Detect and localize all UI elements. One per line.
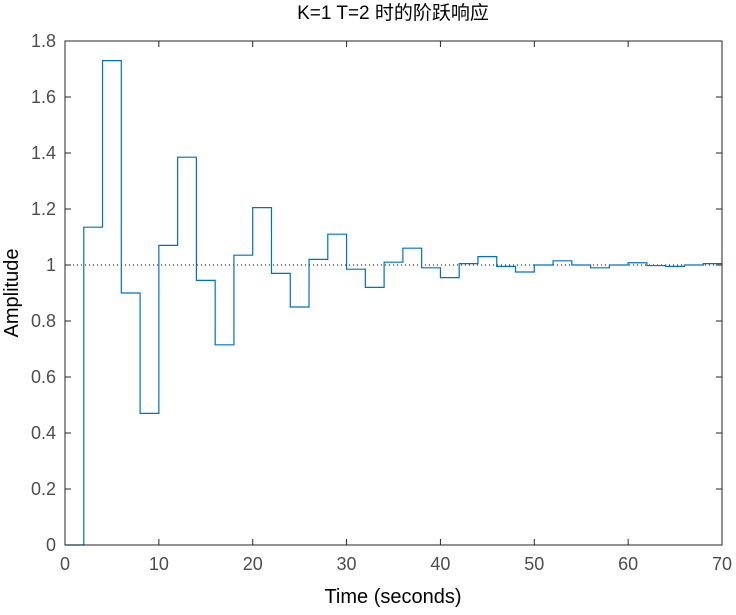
x-tick-label: 0 (60, 554, 70, 574)
tick-group: 0 10 20 30 40 50 60 70 0 0.2 0.4 0.6 0.8 1 1.2 1.4 1.6 1.… (31, 31, 732, 574)
x-tick-label: 20 (243, 554, 263, 574)
y-tick-label: 1.6 (31, 87, 56, 107)
series-line (65, 60, 722, 546)
x-axis-label: Time (seconds) (324, 586, 461, 608)
y-axis-label: Amplitude (1, 249, 23, 338)
y-tick-label: 1.2 (31, 199, 56, 219)
x-tick-label: 40 (430, 554, 450, 574)
series-group (65, 60, 722, 546)
y-tick-label: 0.4 (31, 423, 56, 443)
y-tick-label: 1.4 (31, 143, 56, 163)
chart-title: K=1 T=2 时的阶跃响应 (297, 2, 489, 24)
x-tick-label: 70 (712, 554, 732, 574)
x-tick-label: 10 (149, 554, 169, 574)
plot-area (65, 41, 722, 545)
y-tick-label: 0.6 (31, 367, 56, 387)
y-tick-label: 0.2 (31, 479, 56, 499)
x-tick-label: 30 (337, 554, 357, 574)
y-tick-label: 1 (46, 255, 56, 275)
x-tick-label: 50 (524, 554, 544, 574)
x-tick-label: 60 (618, 554, 638, 574)
y-tick-label: 0 (46, 535, 56, 555)
y-tick-label: 1.8 (31, 31, 56, 51)
plot-frame (64, 40, 723, 546)
y-tick-label: 0.8 (31, 311, 56, 331)
